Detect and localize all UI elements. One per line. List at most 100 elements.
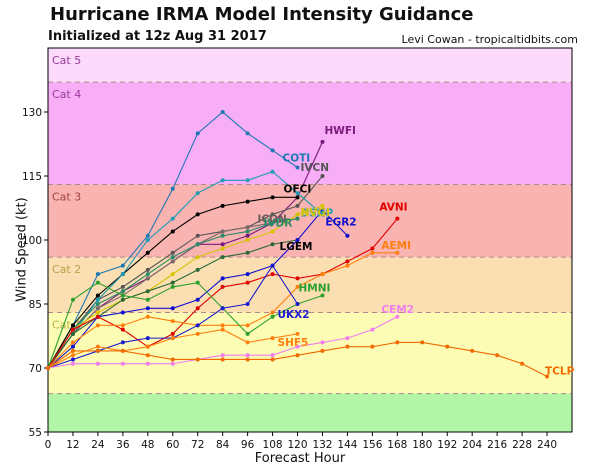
data-point <box>95 361 100 366</box>
data-point <box>245 272 250 277</box>
data-point <box>295 191 300 196</box>
data-point <box>70 340 75 345</box>
data-point <box>70 323 75 328</box>
band-label: Cat 4 <box>52 88 81 101</box>
data-point <box>295 302 300 306</box>
data-point <box>120 263 125 268</box>
data-point <box>245 357 250 362</box>
series-label: TCLP <box>545 366 575 378</box>
data-point <box>270 353 275 358</box>
data-point <box>345 344 350 349</box>
series-label: NVGI <box>300 207 329 219</box>
chart-title: Hurricane IRMA Model Intensity Guidance <box>50 4 474 25</box>
data-point <box>245 131 250 136</box>
x-tick-label: 228 <box>512 439 532 451</box>
series-label: AVNI <box>379 202 407 214</box>
data-point <box>95 314 100 319</box>
y-tick-label: 85 <box>29 299 42 311</box>
data-point <box>220 353 225 358</box>
data-point <box>195 357 200 362</box>
data-point <box>95 310 100 315</box>
data-point <box>270 242 275 247</box>
data-point <box>320 272 325 277</box>
series-label: AEMI <box>381 240 411 252</box>
data-point <box>195 242 200 247</box>
x-tick-label: 24 <box>91 439 105 451</box>
data-point <box>170 216 175 221</box>
x-tick-label: 60 <box>166 439 179 451</box>
data-point <box>145 314 150 319</box>
data-point <box>320 348 325 353</box>
data-point <box>270 212 275 217</box>
y-tick-label: 115 <box>22 171 42 183</box>
data-point <box>370 327 375 332</box>
data-point <box>395 340 400 345</box>
data-point <box>170 284 175 289</box>
x-tick-label: 36 <box>116 439 130 451</box>
data-point <box>120 327 125 332</box>
data-point <box>70 344 75 349</box>
data-point <box>370 250 375 255</box>
data-point <box>120 348 125 353</box>
series-label: DSHP <box>300 207 333 219</box>
data-point <box>295 276 300 281</box>
x-tick-label: 96 <box>241 439 255 451</box>
y-axis-label: Wind Speed (kt) <box>14 197 30 302</box>
intensity-band <box>48 48 572 83</box>
x-tick-label: 144 <box>337 439 357 451</box>
data-point <box>46 366 50 370</box>
data-point <box>220 178 225 183</box>
data-point <box>120 361 125 366</box>
data-point <box>295 216 300 221</box>
x-tick-label: 84 <box>216 439 230 451</box>
data-point <box>545 374 550 379</box>
data-point <box>170 255 175 260</box>
data-point <box>220 255 225 260</box>
data-point <box>245 225 250 230</box>
data-point <box>195 331 200 336</box>
data-point <box>145 267 150 272</box>
data-point <box>245 233 250 238</box>
intensity-band <box>48 393 572 432</box>
data-point <box>270 263 275 268</box>
series-label: CEM2 <box>381 304 414 316</box>
data-point <box>220 229 225 234</box>
data-point <box>120 284 125 289</box>
data-point <box>370 246 375 251</box>
data-point <box>220 323 225 328</box>
intensity-band <box>48 82 572 185</box>
data-point <box>120 293 125 298</box>
data-point <box>170 250 175 255</box>
x-tick-label: 108 <box>263 439 283 451</box>
data-point <box>320 208 325 213</box>
series-label: COTI <box>283 152 311 164</box>
series-label: OFCI <box>284 183 312 195</box>
x-tick-label: 132 <box>312 439 332 451</box>
data-point <box>195 131 200 136</box>
data-point <box>520 361 525 366</box>
data-point <box>95 348 100 353</box>
data-point <box>270 272 275 277</box>
data-point <box>70 327 75 332</box>
data-point <box>145 306 150 311</box>
data-point <box>295 212 300 217</box>
data-point <box>70 357 75 362</box>
data-point <box>170 361 175 366</box>
data-point <box>70 361 75 366</box>
data-point <box>220 246 225 251</box>
data-point <box>120 272 125 277</box>
series-label: HMNI <box>298 282 330 294</box>
series-line-nvgi <box>47 205 323 369</box>
data-point <box>270 357 275 362</box>
data-point <box>195 323 200 328</box>
data-point <box>395 250 400 255</box>
data-point <box>170 280 175 285</box>
data-point <box>220 276 225 281</box>
series-line-dshp <box>47 171 323 369</box>
data-point <box>270 169 275 174</box>
data-point <box>220 357 225 362</box>
series-label: HWFI <box>324 125 355 137</box>
data-point <box>95 302 100 306</box>
data-point <box>145 238 150 242</box>
data-point <box>220 203 225 208</box>
